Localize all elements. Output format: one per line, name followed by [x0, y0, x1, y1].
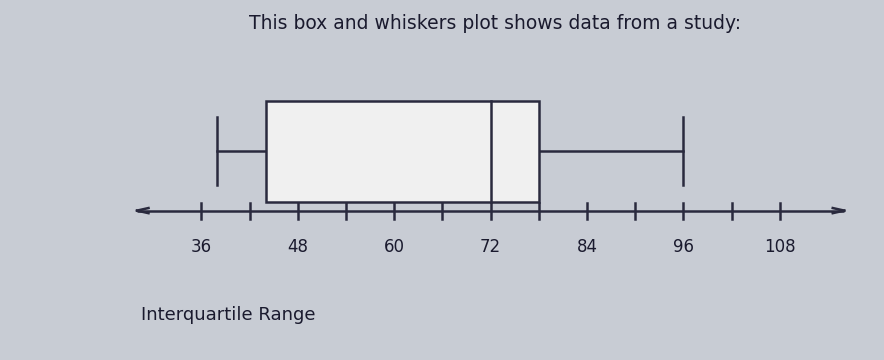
Text: 84: 84 — [576, 238, 598, 256]
Text: Interquartile Range: Interquartile Range — [141, 306, 316, 324]
Text: 96: 96 — [673, 238, 694, 256]
Text: 60: 60 — [384, 238, 405, 256]
Text: 36: 36 — [191, 238, 212, 256]
Text: 108: 108 — [764, 238, 796, 256]
Text: 72: 72 — [480, 238, 501, 256]
Text: This box and whiskers plot shows data from a study:: This box and whiskers plot shows data fr… — [249, 14, 741, 33]
Text: 48: 48 — [287, 238, 309, 256]
